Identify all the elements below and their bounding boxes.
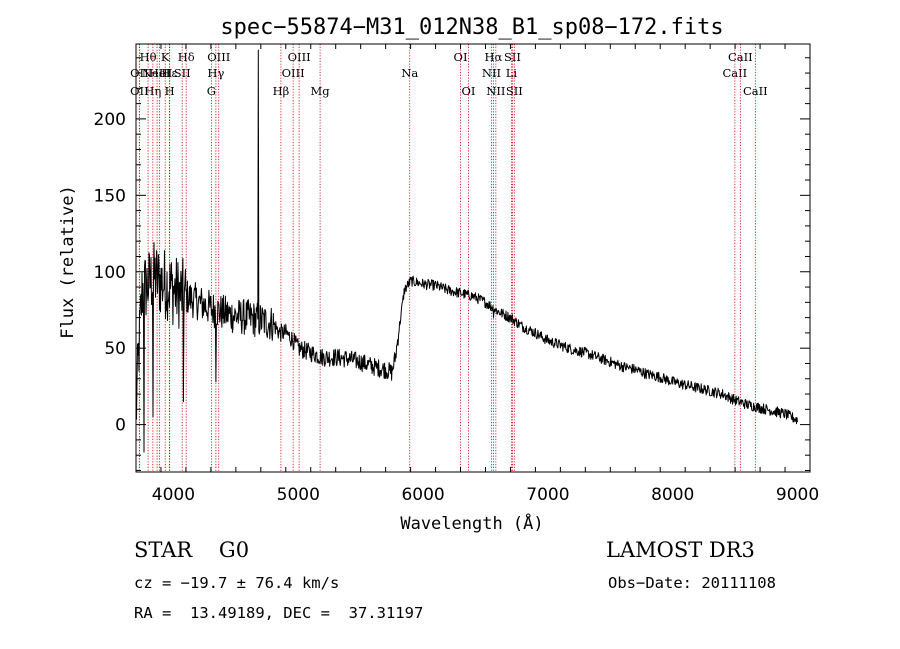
x-tick-label: 8000 [651, 485, 694, 505]
line-marker-label: NII [486, 84, 505, 98]
x-tick-label: 4000 [152, 485, 195, 505]
line-markers: HθOIIOIIHηNeIIIHeIKHHεSIIHδGHγOIIIHβOIII… [130, 44, 768, 472]
y-tick-label: 200 [94, 110, 126, 130]
line-marker-label: Li [506, 66, 518, 80]
x-tick-label: 6000 [401, 485, 444, 505]
line-marker-label: Hγ [207, 66, 224, 80]
spectrum-series [135, 49, 798, 453]
chart-title: spec−55874−M31_012N38_B1_sp08−172.fits [220, 15, 723, 40]
line-marker-label: Hδ [178, 50, 195, 64]
line-marker-label: CaII [743, 84, 768, 98]
line-marker-label: OIII [288, 50, 311, 64]
line-marker-label: SII [506, 84, 523, 98]
sky-coordinates: RA = 13.49189, DEC = 37.31197 [134, 604, 424, 622]
line-marker-label: CaII [722, 66, 747, 80]
line-marker-label: SII [504, 50, 521, 64]
line-marker-label: Hε [161, 66, 177, 80]
line-marker-label: Hθ [140, 50, 157, 64]
x-tick-label: 9000 [776, 485, 819, 505]
y-axis-label: Flux (relative) [58, 185, 78, 339]
line-marker-label: CaII [728, 50, 753, 64]
plot-frame [135, 43, 811, 473]
line-marker-label: K [161, 50, 170, 64]
line-marker-label: Hβ [273, 84, 290, 98]
line-marker-label: Mg [311, 84, 331, 98]
line-marker-label: OIII [207, 50, 230, 64]
line-marker-label: SII [174, 66, 191, 80]
x-axis-label: Wavelength (Å) [400, 512, 543, 534]
x-tick-label: 7000 [526, 485, 569, 505]
line-marker-label: Hα [484, 50, 502, 64]
y-tick-label: 150 [94, 186, 126, 206]
line-marker-label: OIII [282, 66, 305, 80]
line-marker-label: OII [130, 84, 149, 98]
redshift-velocity: cz = −19.7 ± 76.4 km/s [134, 574, 340, 592]
line-marker-label: NII [482, 66, 501, 80]
observation-date: Obs−Date: 20111108 [608, 574, 776, 592]
spectrum-line [135, 49, 798, 453]
y-tick-label: 100 [94, 263, 126, 283]
line-marker-label: Hη [144, 84, 161, 98]
object-class: STAR G0 [134, 538, 250, 562]
axis-ticks: 4000 5000 6000 7000 8000 9000 0 50 100 150 200 [94, 44, 819, 505]
line-marker-label: OI [454, 50, 468, 64]
survey-name: LAMOST DR3 [606, 538, 755, 562]
line-marker-label: NeIII [142, 66, 173, 80]
line-marker-label: H [165, 84, 175, 98]
line-marker-label: G [207, 84, 216, 98]
y-tick-label: 50 [104, 339, 126, 359]
y-tick-label: 0 [115, 416, 126, 436]
line-marker-label: Na [401, 66, 418, 80]
x-tick-label: 5000 [277, 485, 320, 505]
line-marker-label: OI [462, 84, 476, 98]
